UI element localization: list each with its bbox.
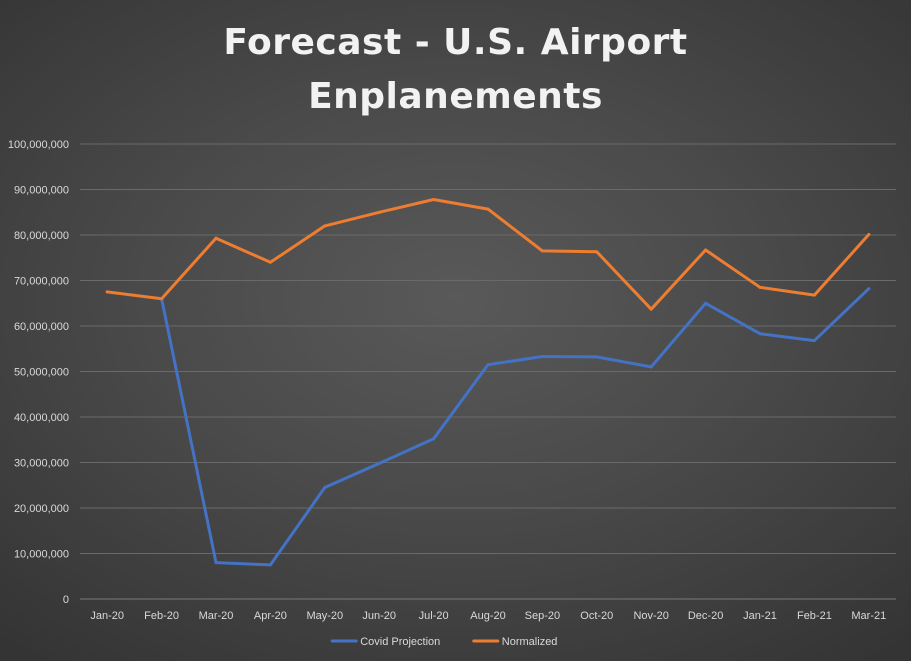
x-tick-label: Dec-20 — [688, 610, 723, 622]
y-tick-label: 30,000,000 — [14, 458, 69, 470]
data-point — [377, 461, 381, 465]
data-point — [160, 297, 164, 301]
x-tick-label: Feb-20 — [144, 610, 179, 622]
y-tick-label: 90,000,000 — [14, 185, 69, 197]
data-point — [595, 355, 599, 359]
series-line — [105, 198, 871, 311]
y-tick-label: 20,000,000 — [14, 503, 69, 515]
data-point — [105, 290, 109, 294]
data-point — [867, 287, 871, 291]
x-tick-label: Aug-20 — [470, 610, 505, 622]
data-point — [540, 249, 544, 253]
y-tick-label: 50,000,000 — [14, 367, 69, 379]
x-tick-label: Jan-21 — [743, 610, 777, 622]
data-point — [595, 250, 599, 254]
data-point — [812, 339, 816, 343]
chart-title: Forecast - U.S. Airport Enplanements — [223, 22, 688, 117]
y-tick-label: 80,000,000 — [14, 230, 69, 242]
y-tick-label: 100,000,000 — [8, 139, 69, 151]
data-point — [268, 563, 272, 567]
data-point — [377, 210, 381, 214]
series-line — [160, 287, 871, 567]
data-point — [323, 486, 327, 490]
data-point — [704, 248, 708, 252]
data-point — [214, 561, 218, 565]
data-point — [758, 285, 762, 289]
data-point — [432, 437, 436, 441]
x-tick-label: Jul-20 — [419, 610, 449, 622]
data-point — [323, 224, 327, 228]
data-point — [649, 307, 653, 311]
y-tick-label: 60,000,000 — [14, 321, 69, 333]
legend-label: Normalized — [502, 636, 558, 648]
data-point — [486, 207, 490, 211]
x-tick-label: Mar-20 — [199, 610, 234, 622]
data-point — [540, 354, 544, 358]
x-tick-label: Oct-20 — [580, 610, 613, 622]
data-point — [214, 236, 218, 240]
y-tick-label: 40,000,000 — [14, 412, 69, 424]
x-tick-label: Apr-20 — [254, 610, 287, 622]
data-point — [704, 301, 708, 305]
legend-label: Covid Projection — [360, 636, 440, 648]
x-tick-label: Mar-21 — [851, 610, 886, 622]
data-point — [812, 293, 816, 297]
x-tick-label: Nov-20 — [633, 610, 668, 622]
data-point — [758, 332, 762, 336]
data-point — [486, 363, 490, 367]
x-tick-label: Jun-20 — [362, 610, 396, 622]
x-tick-label: Feb-21 — [797, 610, 832, 622]
x-tick-label: May-20 — [306, 610, 343, 622]
data-point — [867, 233, 871, 237]
data-point — [268, 260, 272, 264]
x-tick-label: Jan-20 — [90, 610, 124, 622]
data-point — [432, 198, 436, 202]
x-tick-label: Sep-20 — [525, 610, 560, 622]
y-tick-label: 10,000,000 — [14, 549, 69, 561]
data-point — [649, 365, 653, 369]
y-tick-label: 0 — [63, 594, 69, 606]
y-tick-label: 70,000,000 — [14, 276, 69, 288]
